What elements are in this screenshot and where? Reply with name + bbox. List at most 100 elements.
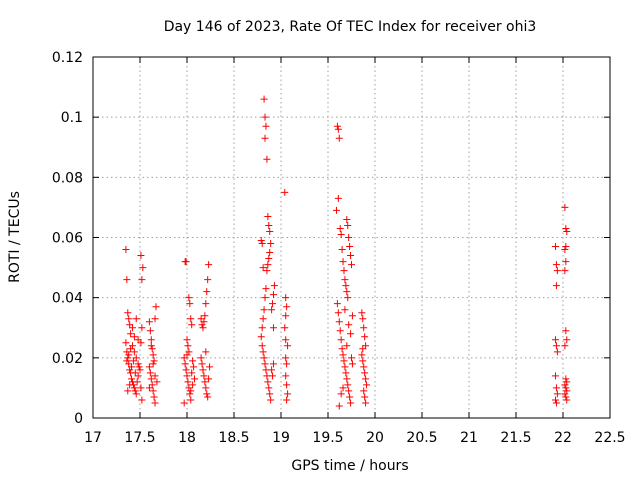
data-point <box>258 342 266 350</box>
data-point <box>150 393 158 401</box>
data-point <box>344 221 352 229</box>
data-point <box>186 300 194 308</box>
data-point <box>180 399 188 407</box>
data-point <box>125 351 133 359</box>
data-point <box>132 315 140 323</box>
data-point <box>268 306 276 314</box>
data-point <box>362 399 370 407</box>
data-point <box>151 372 159 380</box>
data-point <box>183 351 191 359</box>
data-point <box>261 113 269 121</box>
data-point <box>205 261 213 269</box>
x-tick-label: 17 <box>84 430 102 446</box>
data-point <box>200 318 208 326</box>
data-point <box>563 336 571 344</box>
data-point <box>343 375 351 383</box>
data-point <box>562 224 570 232</box>
data-point <box>150 357 158 365</box>
data-point <box>562 393 570 401</box>
data-point <box>265 221 273 229</box>
data-point <box>183 372 191 380</box>
data-point <box>198 360 206 368</box>
data-point <box>345 321 353 329</box>
data-point <box>145 318 153 326</box>
data-point <box>139 264 147 272</box>
data-point <box>187 387 195 395</box>
data-point <box>260 95 268 103</box>
data-point <box>260 354 268 362</box>
x-tick-label: 20.5 <box>406 430 437 446</box>
data-point <box>266 227 274 235</box>
data-point <box>204 393 212 401</box>
x-tick-label: 20 <box>366 430 384 446</box>
data-point <box>335 134 343 142</box>
data-point <box>148 345 156 353</box>
data-point <box>202 348 210 356</box>
data-point <box>282 354 290 362</box>
data-point <box>360 387 368 395</box>
data-point <box>137 339 145 347</box>
data-point <box>552 282 560 290</box>
data-point <box>269 324 277 332</box>
data-point <box>347 330 355 338</box>
data-point <box>562 384 570 392</box>
x-tick-label: 18.5 <box>218 430 249 446</box>
data-point <box>149 351 157 359</box>
data-point <box>128 324 136 332</box>
data-point <box>127 330 135 338</box>
data-point <box>135 363 143 371</box>
data-point <box>138 324 146 332</box>
data-point <box>130 333 138 341</box>
data-point <box>136 366 144 374</box>
data-point <box>257 333 265 341</box>
data-point <box>553 267 561 275</box>
data-point <box>128 363 136 371</box>
x-tick-label: 22.5 <box>594 430 625 446</box>
data-point <box>145 363 153 371</box>
data-point <box>138 276 146 284</box>
data-point <box>269 300 277 308</box>
data-point <box>151 315 159 323</box>
data-point <box>181 360 189 368</box>
data-point <box>561 342 569 350</box>
y-tick-label: 0.1 <box>61 110 83 126</box>
data-point <box>347 252 355 260</box>
data-point <box>346 243 354 251</box>
data-point <box>266 249 274 257</box>
data-point <box>203 390 211 398</box>
data-point <box>202 300 210 308</box>
data-point <box>339 384 347 392</box>
data-point <box>338 246 346 254</box>
data-point <box>124 354 132 362</box>
data-point <box>348 261 355 269</box>
data-point <box>184 378 192 386</box>
data-point <box>282 336 290 344</box>
data-point <box>361 369 369 377</box>
data-point <box>283 381 291 389</box>
data-point <box>147 375 155 383</box>
data-point <box>562 375 570 383</box>
data-point <box>264 261 272 269</box>
data-point <box>553 390 561 398</box>
data-point <box>124 387 132 395</box>
data-point <box>561 203 569 211</box>
data-point <box>341 363 349 371</box>
data-point <box>345 387 353 395</box>
data-point <box>284 390 292 398</box>
data-point <box>343 342 351 350</box>
data-point <box>124 309 132 317</box>
data-point <box>333 122 341 130</box>
data-point <box>561 267 569 275</box>
data-point <box>151 399 159 407</box>
data-point <box>129 357 137 365</box>
data-point <box>183 336 191 344</box>
data-point <box>551 396 559 404</box>
data-point <box>259 315 267 323</box>
data-point <box>266 390 274 398</box>
data-point <box>340 267 348 275</box>
x-tick-label: 18 <box>178 430 196 446</box>
data-point <box>361 393 369 401</box>
x-tick-label: 22 <box>554 430 572 446</box>
data-point <box>267 396 275 404</box>
data-point <box>284 342 292 350</box>
